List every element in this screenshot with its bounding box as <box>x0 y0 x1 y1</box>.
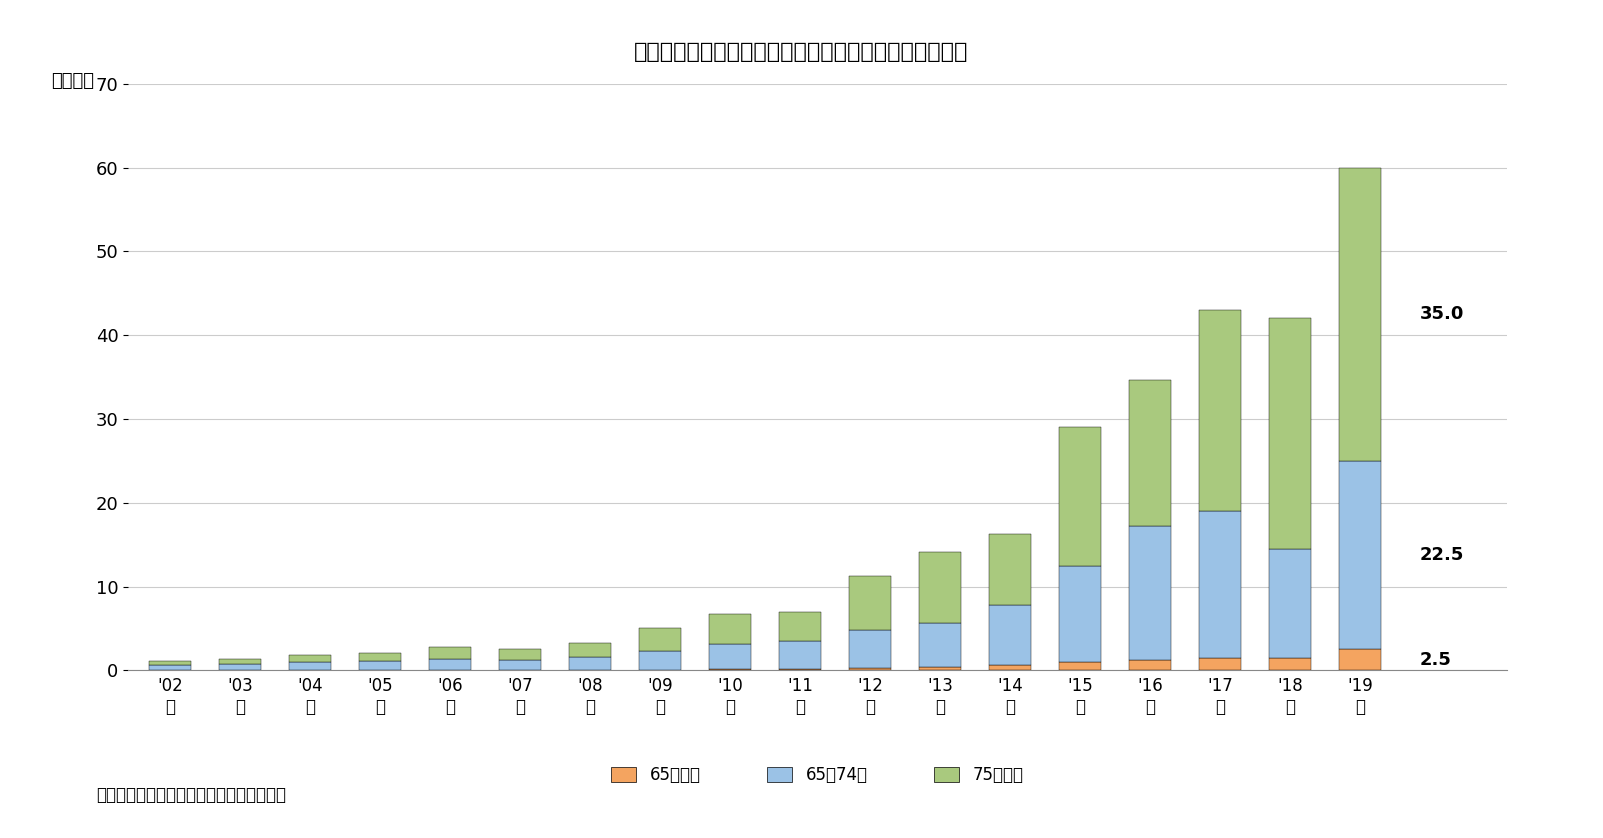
Bar <box>1060 662 1101 670</box>
Bar <box>779 669 821 670</box>
Bar <box>919 623 960 667</box>
Bar <box>989 665 1031 670</box>
Bar <box>1199 511 1241 658</box>
Bar <box>989 534 1031 605</box>
Bar <box>569 643 611 657</box>
Text: 2.5: 2.5 <box>1419 651 1451 669</box>
Bar <box>220 659 261 664</box>
Bar <box>1129 380 1170 526</box>
Bar <box>919 667 960 670</box>
Bar <box>149 665 191 670</box>
Legend: 65歳未満, 65〜74歳, 75歳以上: 65歳未満, 65〜74歳, 75歳以上 <box>604 760 1031 791</box>
Bar <box>499 649 542 660</box>
Text: 図表７　高齢ドライバーの運転免許の自主返納件数推移: 図表７ 高齢ドライバーの運転免許の自主返納件数推移 <box>635 42 968 62</box>
Bar <box>569 657 611 670</box>
Bar <box>709 644 752 669</box>
Bar <box>850 630 891 668</box>
Bar <box>149 661 191 665</box>
Bar <box>1060 566 1101 662</box>
Bar <box>919 552 960 623</box>
Bar <box>1270 549 1311 658</box>
Bar <box>430 647 471 659</box>
Bar <box>359 661 401 670</box>
Text: 35.0: 35.0 <box>1419 305 1464 323</box>
Bar <box>499 660 542 670</box>
Bar <box>709 669 752 670</box>
Bar <box>1270 318 1311 549</box>
Bar <box>989 605 1031 665</box>
Y-axis label: （万人）: （万人） <box>51 72 95 90</box>
Bar <box>1199 310 1241 511</box>
Bar <box>640 651 681 670</box>
Text: （資料）警察庁「運転免許統計」より作成: （資料）警察庁「運転免許統計」より作成 <box>96 787 287 804</box>
Bar <box>1129 660 1170 670</box>
Bar <box>709 614 752 644</box>
Bar <box>779 612 821 641</box>
Bar <box>1199 658 1241 670</box>
Bar <box>1339 649 1380 670</box>
Bar <box>430 659 471 670</box>
Bar <box>1129 526 1170 660</box>
Bar <box>1060 427 1101 566</box>
Bar <box>850 668 891 670</box>
Text: 22.5: 22.5 <box>1419 546 1464 564</box>
Bar <box>1270 658 1311 670</box>
Bar <box>850 576 891 630</box>
Bar <box>289 662 332 670</box>
Bar <box>640 628 681 651</box>
Bar <box>779 641 821 669</box>
Bar <box>1339 168 1380 461</box>
Bar <box>359 653 401 661</box>
Bar <box>220 664 261 670</box>
Bar <box>1339 461 1380 649</box>
Bar <box>289 655 332 662</box>
